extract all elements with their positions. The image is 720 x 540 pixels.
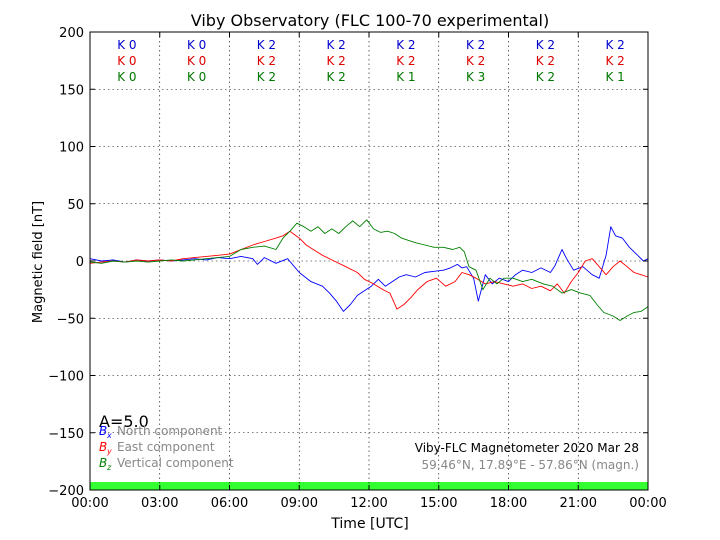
k-index-label: K 2 bbox=[257, 38, 276, 52]
legend-subscript: z bbox=[106, 463, 112, 472]
k-index-label: K 2 bbox=[257, 54, 276, 68]
k-index-label: K 2 bbox=[396, 38, 415, 52]
k-index-label: K 0 bbox=[187, 38, 206, 52]
k-index-label: K 1 bbox=[605, 70, 624, 84]
x-tick-label: 03:00 bbox=[141, 496, 178, 511]
k-index-label: K 2 bbox=[536, 54, 555, 68]
y-tick-label: −100 bbox=[48, 370, 84, 385]
k-index-label: K 3 bbox=[466, 70, 485, 84]
k-index-label: K 2 bbox=[605, 54, 624, 68]
series-line-vertical bbox=[89, 219, 649, 321]
y-tick-label: −50 bbox=[57, 312, 84, 327]
k-index-label: K 0 bbox=[117, 38, 136, 52]
legend-symbol: B bbox=[99, 456, 107, 470]
k-index-label: K 0 bbox=[117, 54, 136, 68]
y-tick-label: −150 bbox=[48, 427, 84, 442]
series-layer bbox=[89, 219, 649, 321]
a-index-label: A=5.0 bbox=[99, 412, 149, 431]
k-index-label: K 2 bbox=[536, 38, 555, 52]
k-index-label: K 2 bbox=[536, 70, 555, 84]
location-info: 59.46°N, 17.89°E - 57.86°N (magn.) bbox=[422, 458, 639, 472]
k-index-label: K 2 bbox=[257, 70, 276, 84]
k-index-label: K 2 bbox=[466, 54, 485, 68]
legend-subscript: x bbox=[106, 431, 112, 440]
x-tick-label: 12:00 bbox=[350, 496, 387, 511]
legend-label: East component bbox=[117, 440, 215, 454]
x-tick-label: 18:00 bbox=[490, 496, 527, 511]
legend-symbol: B bbox=[99, 424, 107, 438]
y-tick-label: 50 bbox=[67, 198, 84, 213]
y-tick-label: 200 bbox=[59, 26, 84, 41]
series-line-east bbox=[89, 230, 649, 310]
y-axis-label: Magnetic field [nT] bbox=[31, 201, 46, 323]
x-tick-label: 06:00 bbox=[211, 496, 248, 511]
legend-subscript: y bbox=[106, 447, 112, 456]
k-index-label: K 0 bbox=[187, 54, 206, 68]
x-tick-label: 09:00 bbox=[281, 496, 318, 511]
x-tick-label: 00:00 bbox=[629, 496, 666, 511]
y-tick-label: 150 bbox=[59, 83, 84, 98]
x-tick-label: 21:00 bbox=[560, 496, 597, 511]
x-tick-label: 15:00 bbox=[420, 496, 457, 511]
k-index-label: K 0 bbox=[117, 70, 136, 84]
k-index-label: K 2 bbox=[605, 38, 624, 52]
k-index-label: K 0 bbox=[187, 70, 206, 84]
k-index-table: K 0 K 0 K 2 K 2 K 2 K 2 K 2 K 2 K 0 K 0 K 2 K 2 K 2 K… bbox=[117, 38, 625, 84]
y-tick-label: 100 bbox=[59, 141, 84, 156]
x-tick-label: 00:00 bbox=[71, 496, 108, 511]
y-tick-label: −200 bbox=[48, 484, 84, 499]
k-index-label: K 2 bbox=[466, 38, 485, 52]
y-axis-tick-labels: 200 150 100 50 0 −50 −100 −150 −200 bbox=[48, 26, 84, 499]
legend-symbol: B bbox=[99, 440, 107, 454]
legend-label: Vertical component bbox=[117, 456, 234, 470]
chart-title: Viby Observatory (FLC 100-70 experimenta… bbox=[191, 11, 550, 30]
k-index-label: K 2 bbox=[326, 70, 345, 84]
x-axis-label: Time [UTC] bbox=[330, 516, 408, 532]
x-axis-tick-labels: 00:00 03:00 06:00 09:00 12:00 15:00 18:00 21:00… bbox=[71, 496, 666, 511]
k-index-label: K 1 bbox=[396, 70, 415, 84]
k-index-label: K 2 bbox=[326, 38, 345, 52]
k-index-label: K 2 bbox=[326, 54, 345, 68]
instrument-info: Viby-FLC Magnetometer 2020 Mar 28 bbox=[415, 441, 639, 455]
k-index-label: K 2 bbox=[396, 54, 415, 68]
legend-label: North component bbox=[117, 424, 223, 438]
y-tick-label: 0 bbox=[76, 255, 84, 270]
